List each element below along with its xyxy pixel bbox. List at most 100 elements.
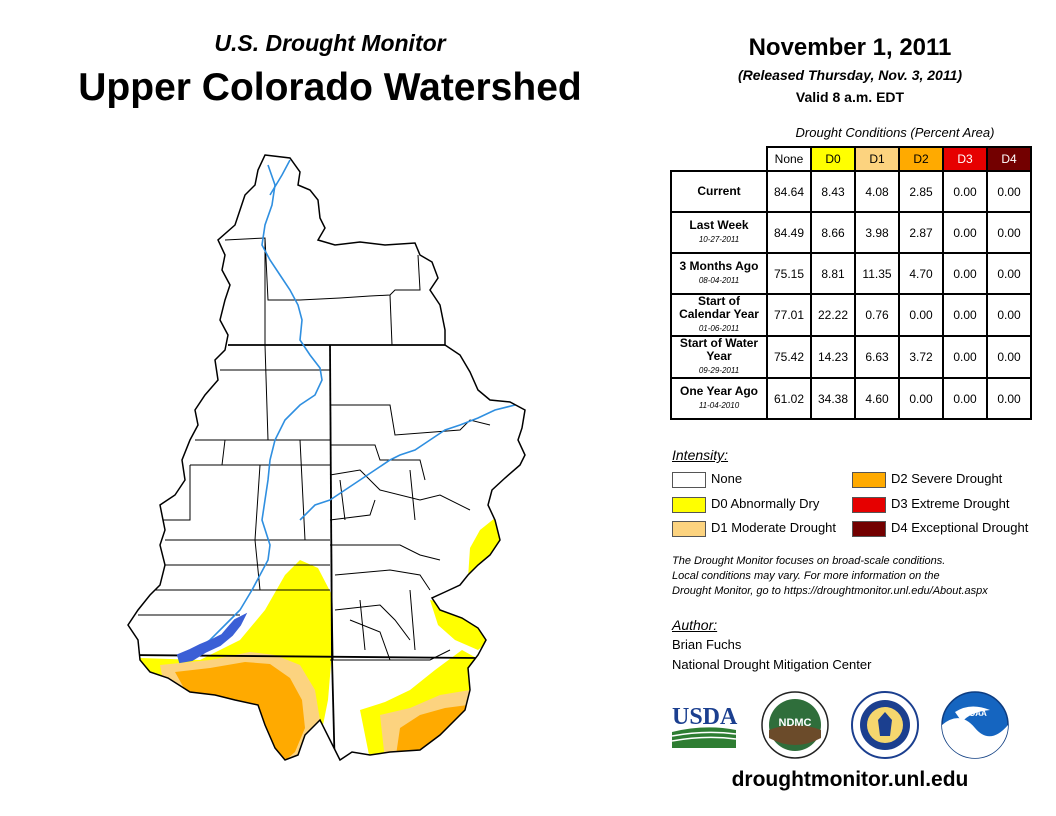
valid-time: Valid 8 a.m. EDT — [795, 89, 905, 105]
watershed-map — [127, 154, 526, 762]
table-cell: 84.64 — [766, 170, 812, 213]
legend-label: D3 Extreme Drought — [891, 496, 1010, 511]
drought-conditions-table: None D0 D1 D2 D3 D4 Current 84.64 8.43 4.08… — [670, 146, 1032, 420]
table-cell: 0.00 — [986, 170, 1032, 213]
row-date: 10-27-2011 — [698, 235, 740, 244]
table-cell: 0.00 — [986, 377, 1032, 420]
legend-label: None — [711, 471, 743, 486]
table-cell: 3.72 — [898, 335, 944, 379]
author-name: Brian Fuchs — [672, 637, 742, 652]
row-label-text: One Year Ago — [679, 384, 759, 398]
table-row: Current 84.64 8.43 4.08 2.85 0.00 0.00 — [670, 170, 1032, 213]
row-label: Last Week 10-27-2011 — [670, 211, 768, 254]
usda-logo-text: USDA — [672, 704, 738, 730]
column-header-d0: D0 — [810, 146, 856, 172]
table-corner — [671, 147, 767, 171]
table-cell: 0.00 — [986, 335, 1032, 379]
table-cell: 77.01 — [766, 293, 812, 337]
row-label: Start of Calendar Year 01-06-2011 — [670, 293, 768, 337]
noaa-logo-text: NOAA — [963, 709, 987, 718]
release-date: (Released Thursday, Nov. 3, 2011) — [737, 67, 963, 83]
legend-swatch — [852, 472, 886, 488]
table-cell: 75.15 — [766, 252, 812, 295]
table-cell: 0.00 — [942, 377, 988, 420]
table-cell: 4.70 — [898, 252, 944, 295]
map-subtitle: U.S. Drought Monitor — [214, 30, 446, 56]
legend-swatch — [672, 497, 706, 513]
legend-label: D2 Severe Drought — [891, 471, 1003, 486]
row-label: Current — [670, 170, 768, 213]
table-cell: 6.63 — [854, 335, 900, 379]
table-cell: 2.87 — [898, 211, 944, 254]
map-date: November 1, 2011 — [748, 34, 952, 61]
lake-powell — [176, 612, 248, 664]
table-cell: 3.98 — [854, 211, 900, 254]
agency-logos: USDA NDMC NOAA — [671, 691, 1009, 759]
table-cell: 61.02 — [766, 377, 812, 420]
d2-region-southeast — [395, 705, 470, 760]
table-row: Start of Water Year 09-29-2011 75.42 14.23 6… — [670, 335, 1032, 379]
table-cell: 22.22 — [810, 293, 856, 337]
table-cell: 11.35 — [854, 252, 900, 295]
table-cell: 8.66 — [810, 211, 856, 254]
table-row: Start of Calendar Year 01-06-2011 77.01 22.… — [670, 293, 1032, 337]
legend-label: D1 Moderate Drought — [711, 520, 837, 535]
legend-swatch — [672, 521, 706, 537]
table-cell: 0.00 — [986, 211, 1032, 254]
table-cell: 0.00 — [986, 252, 1032, 295]
watershed-outline — [127, 154, 526, 762]
legend-swatch — [672, 472, 706, 488]
note-line: Drought Monitor, go to https://droughtmo… — [672, 585, 988, 597]
legend-swatch — [852, 521, 886, 537]
column-header-d3: D3 — [942, 146, 988, 172]
legend-title: Intensity: — [672, 447, 729, 463]
ndmc-logo: NDMC — [761, 691, 829, 759]
row-label-text: Last Week — [689, 218, 749, 232]
row-label: One Year Ago 11-04-2010 — [670, 377, 768, 420]
table-cell: 75.42 — [766, 335, 812, 379]
commerce-seal — [851, 691, 919, 759]
table-cell: 4.60 — [854, 377, 900, 420]
table-cell: 0.00 — [942, 211, 988, 254]
usda-logo: USDA — [671, 704, 738, 748]
table-cell: 84.49 — [766, 211, 812, 254]
column-header-d2: D2 — [898, 146, 944, 172]
row-date: 01-06-2011 — [698, 324, 740, 333]
website-link[interactable]: droughtmonitor.unl.edu — [731, 768, 969, 791]
table-cell: 8.81 — [810, 252, 856, 295]
legend-label: D0 Abnormally Dry — [711, 496, 820, 511]
map-title: Upper Colorado Watershed — [78, 66, 582, 109]
row-label-text: Start of Calendar Year — [679, 294, 759, 321]
column-header-none: None — [766, 146, 812, 172]
table-cell: 0.00 — [898, 377, 944, 420]
table-cell: 2.85 — [898, 170, 944, 213]
row-label: 3 Months Ago 08-04-2011 — [670, 252, 768, 295]
author-heading: Author: — [672, 617, 718, 633]
table-cell: 0.00 — [986, 293, 1032, 337]
note-text: The Drought Monitor focuses on broad-sca… — [672, 554, 1052, 599]
table-row: 3 Months Ago 08-04-2011 75.15 8.81 11.35 4.70… — [670, 252, 1032, 295]
author-organization: National Drought Mitigation Center — [672, 657, 872, 672]
table-cell: 0.00 — [942, 252, 988, 295]
table-caption: Drought Conditions (Percent Area) — [795, 125, 995, 140]
legend-label: D4 Exceptional Drought — [891, 520, 1029, 535]
row-label: Start of Water Year 09-29-2011 — [670, 335, 768, 379]
table-header-row: None D0 D1 D2 D3 D4 — [671, 146, 1032, 172]
d2-region-southwest — [175, 662, 305, 760]
table-cell: 14.23 — [810, 335, 856, 379]
note-line: Local conditions may vary. For more info… — [672, 570, 940, 582]
d0-region-east — [468, 518, 505, 578]
table-cell: 34.38 — [810, 377, 856, 420]
table-cell: 0.00 — [898, 293, 944, 337]
row-label-text: 3 Months Ago — [679, 259, 759, 273]
row-label-text: Current — [697, 184, 741, 198]
table-cell: 0.00 — [942, 293, 988, 337]
table-cell: 8.43 — [810, 170, 856, 213]
row-date: 11-04-2010 — [698, 401, 740, 410]
row-date: 08-04-2011 — [698, 276, 740, 285]
row-date: 09-29-2011 — [698, 366, 740, 375]
table-cell: 4.08 — [854, 170, 900, 213]
column-header-d1: D1 — [854, 146, 900, 172]
note-line: The Drought Monitor focuses on broad-sca… — [672, 555, 946, 567]
legend-swatch — [852, 497, 886, 513]
